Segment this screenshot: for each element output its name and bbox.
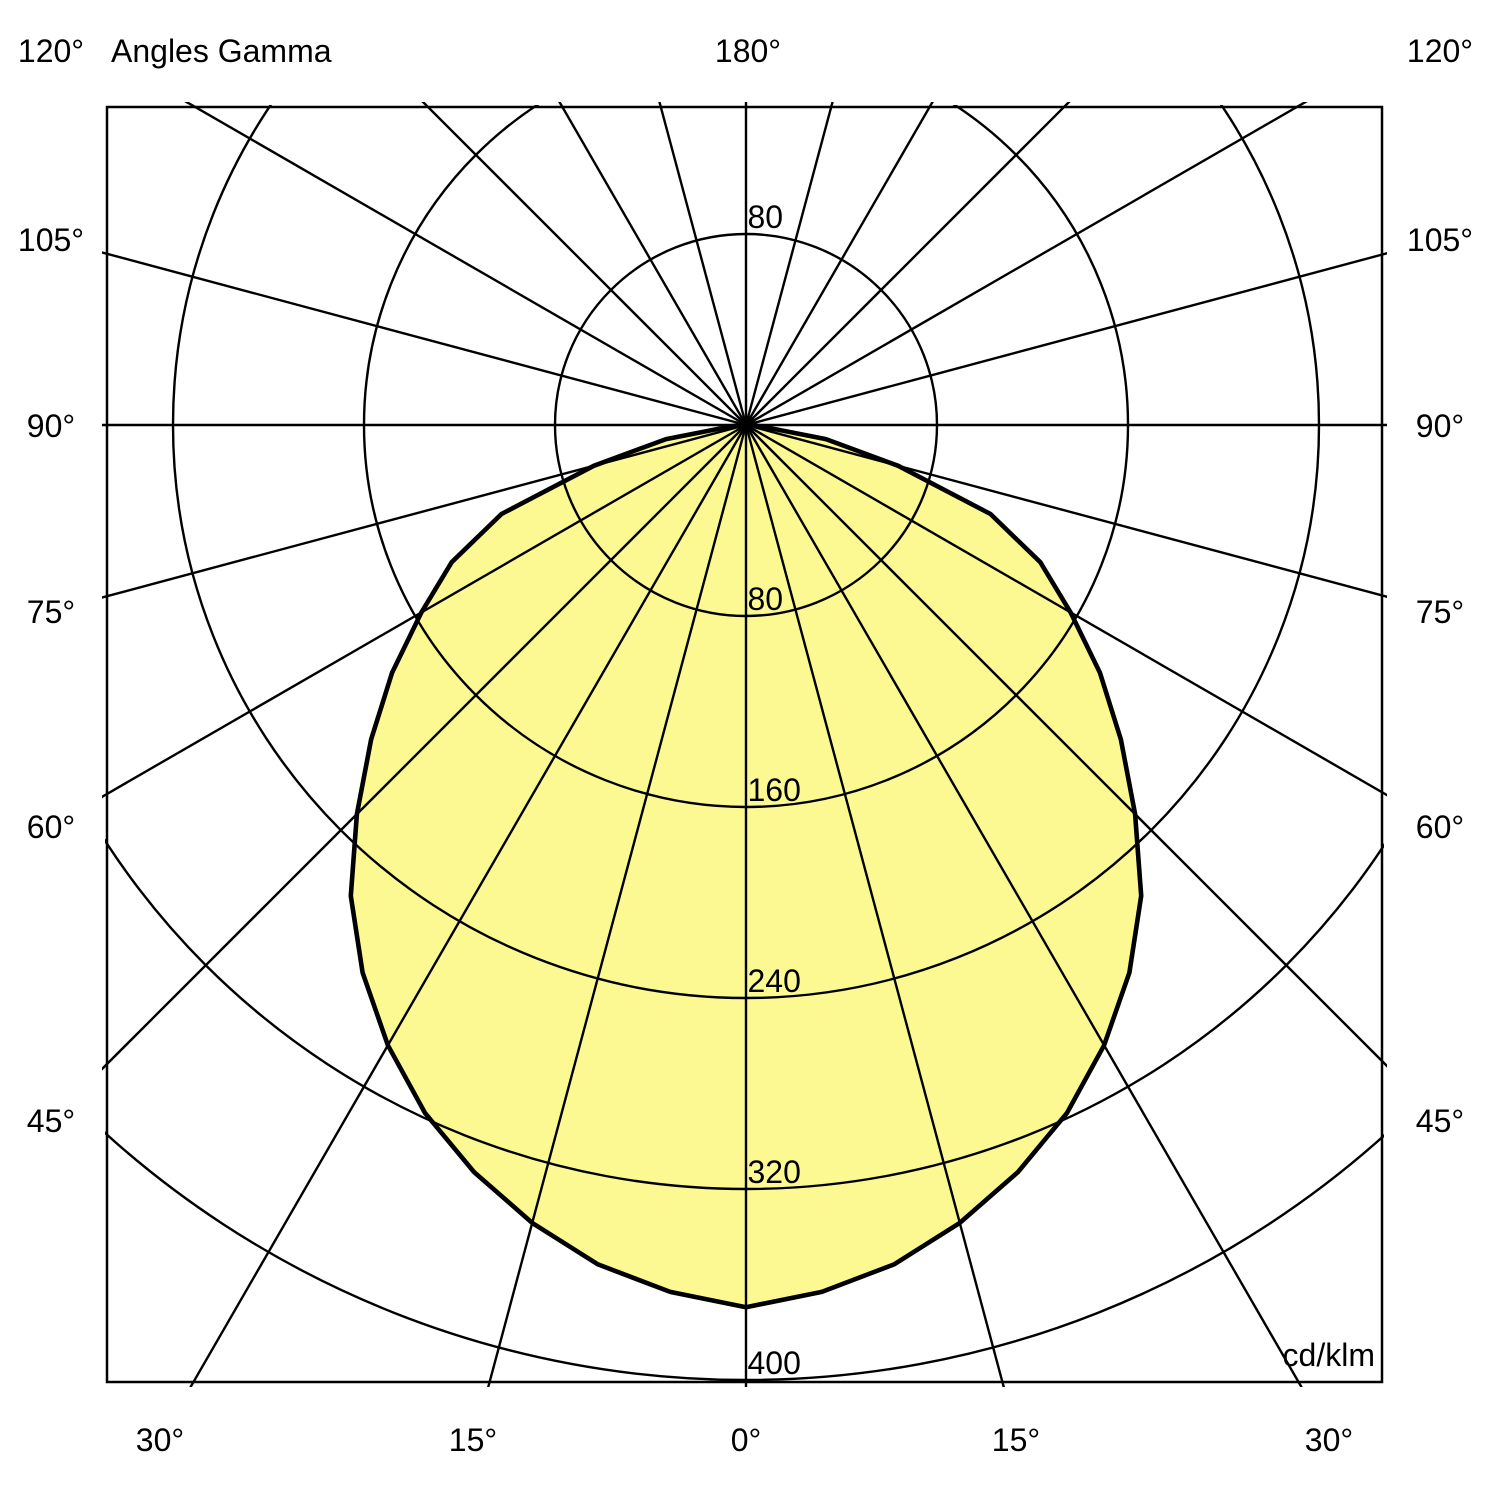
svg-text:90°: 90° [1416, 408, 1464, 444]
svg-text:75°: 75° [1416, 594, 1464, 630]
svg-text:15°: 15° [992, 1422, 1040, 1458]
svg-text:160: 160 [748, 772, 801, 808]
svg-text:320: 320 [748, 1154, 801, 1190]
svg-text:105°: 105° [1407, 222, 1473, 258]
svg-text:45°: 45° [1416, 1103, 1464, 1139]
svg-text:180°: 180° [715, 33, 781, 69]
svg-text:30°: 30° [136, 1422, 184, 1458]
svg-text:120°: 120° [18, 33, 84, 69]
svg-text:60°: 60° [27, 809, 75, 845]
svg-text:0°: 0° [731, 1422, 762, 1458]
svg-text:Angles Gamma: Angles Gamma [111, 33, 332, 69]
svg-text:75°: 75° [27, 594, 75, 630]
svg-text:105°: 105° [18, 222, 84, 258]
svg-text:90°: 90° [27, 408, 75, 444]
svg-text:45°: 45° [27, 1103, 75, 1139]
svg-text:400: 400 [748, 1345, 801, 1381]
svg-text:240: 240 [748, 963, 801, 999]
svg-text:80: 80 [748, 581, 784, 617]
svg-text:60°: 60° [1416, 809, 1464, 845]
svg-text:80: 80 [748, 199, 784, 235]
svg-text:120°: 120° [1407, 33, 1473, 69]
svg-text:15°: 15° [449, 1422, 497, 1458]
svg-text:cd/klm: cd/klm [1283, 1337, 1375, 1373]
svg-text:30°: 30° [1305, 1422, 1353, 1458]
